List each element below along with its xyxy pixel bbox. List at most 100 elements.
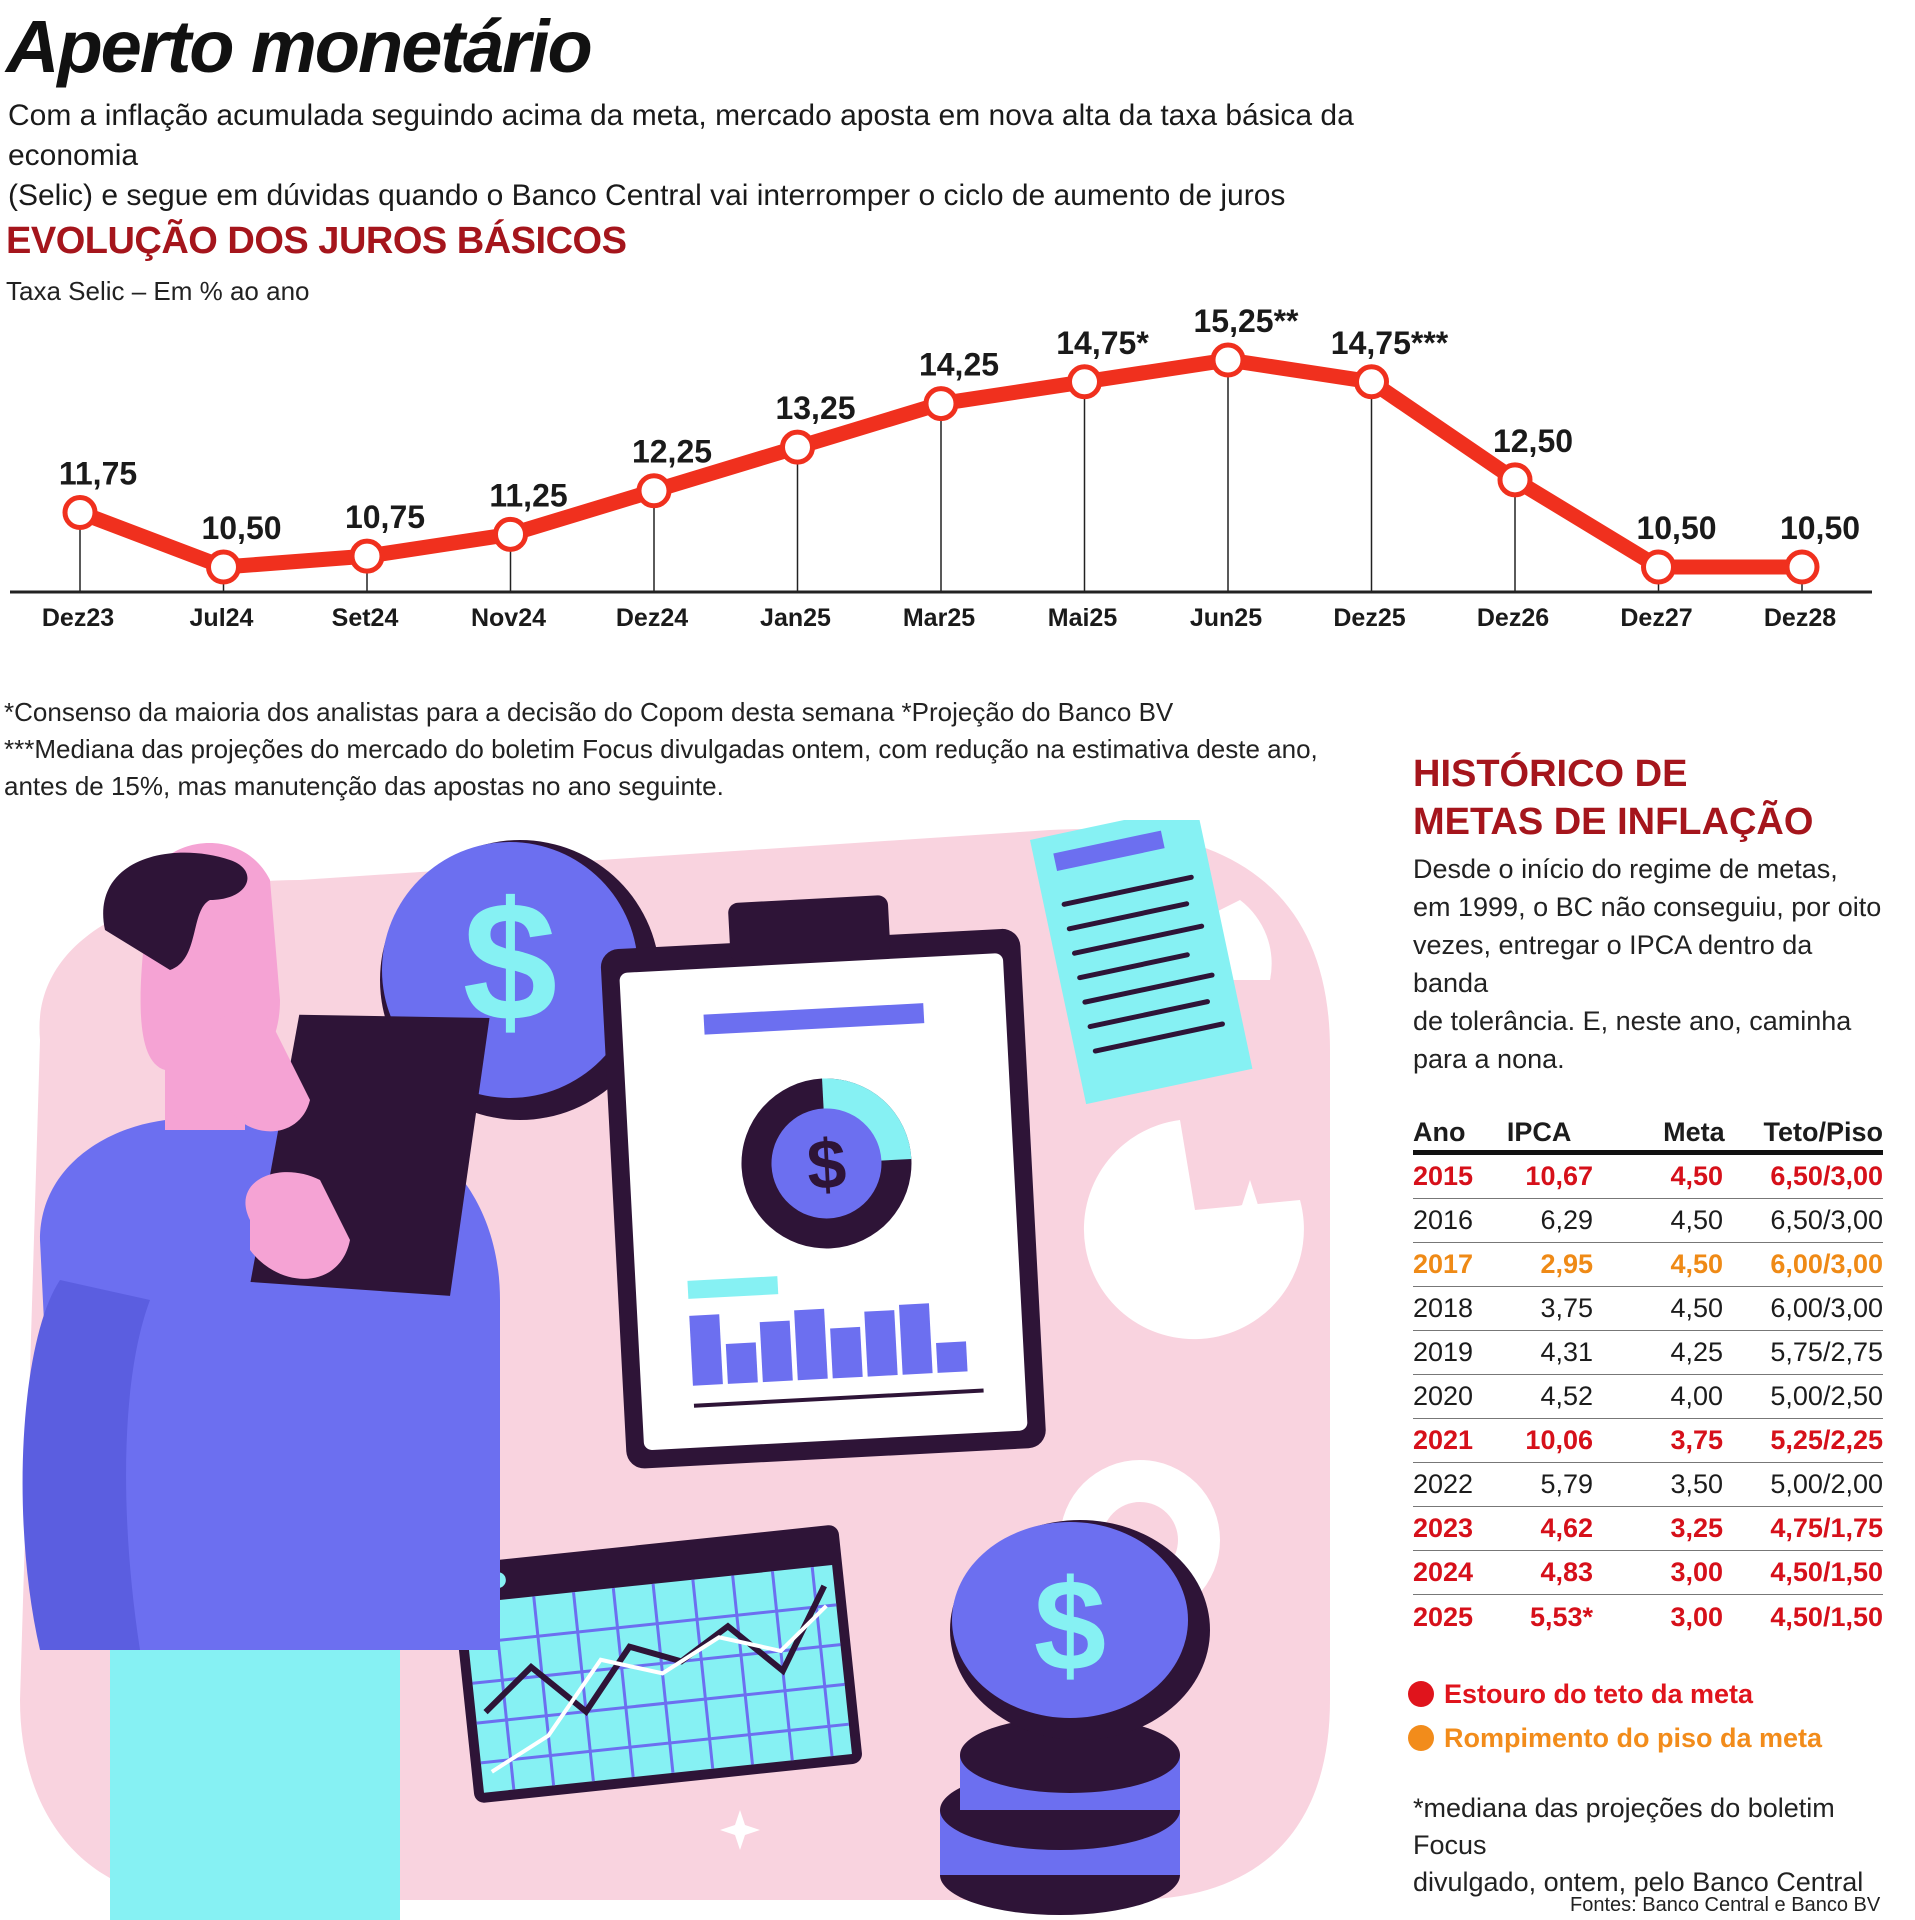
data-point xyxy=(62,495,98,531)
x-tick-label: Dez24 xyxy=(616,604,688,632)
table-footnote-line: divulgado, ontem, pelo Banco Central xyxy=(1413,1867,1864,1897)
table-cell: 2022 xyxy=(1413,1469,1474,1499)
data-point xyxy=(636,473,672,509)
table-cell: 10,67 xyxy=(1525,1161,1593,1191)
data-label: 11,25 xyxy=(489,477,567,513)
x-tick-label: Set24 xyxy=(332,604,399,632)
history-description: Desde o início do regime de metas, em 19… xyxy=(1413,850,1893,1078)
table-footnote: *mediana das projeções do boletim Focus … xyxy=(1413,1790,1903,1901)
table-cell: 4,25 xyxy=(1670,1337,1723,1367)
finance-illustration: $ $ $ xyxy=(20,820,1330,1920)
table-cell: 2020 xyxy=(1413,1381,1474,1411)
history-desc-line: de tolerância. E, neste ano, caminha xyxy=(1413,1006,1852,1036)
table-row: 2018 3,75 4,50 6,00/3,00 xyxy=(1413,1287,1883,1331)
table-cell: 4,62 xyxy=(1540,1513,1593,1543)
x-tick-label: Mai25 xyxy=(1048,604,1118,632)
data-point xyxy=(1497,462,1533,498)
table-row: 2020 4,52 4,00 5,00/2,50 xyxy=(1413,1375,1883,1419)
table-cell: 2,95 xyxy=(1540,1249,1593,1279)
deck-line: Com a inflação acumulada seguindo acima … xyxy=(8,99,1354,172)
deck-line: (Selic) e segue em dúvidas quando o Banc… xyxy=(8,179,1286,212)
table-cell: 3,25 xyxy=(1670,1513,1723,1543)
x-tick-label: Jun25 xyxy=(1190,604,1262,632)
history-desc-line: para a nona. xyxy=(1413,1044,1565,1074)
x-tick-label: Dez26 xyxy=(1477,604,1549,632)
table-cell: 2024 xyxy=(1413,1557,1474,1587)
table-cell: 6,29 xyxy=(1540,1205,1593,1235)
table-cell: 5,25/2,25 xyxy=(1770,1425,1883,1455)
table-cell: 3,75 xyxy=(1540,1293,1593,1323)
person-thinking-icon xyxy=(22,842,500,1920)
selic-title: EVOLUÇÃO DOS JUROS BÁSICOS xyxy=(6,220,627,262)
history-desc-line: vezes, entregar o IPCA dentro da banda xyxy=(1413,930,1813,998)
data-point xyxy=(493,516,528,552)
table-row: 2025 5,53* 3,00 4,50/1,50 xyxy=(1413,1595,1883,1639)
table-cell: 2021 xyxy=(1413,1425,1474,1455)
table-cell: 3,75 xyxy=(1670,1425,1723,1455)
x-tick-label: Dez28 xyxy=(1764,604,1836,632)
table-row: 2024 4,83 3,00 4,50/1,50 xyxy=(1413,1551,1883,1595)
legend-dot-icon xyxy=(1408,1725,1434,1751)
selic-line-chart: 11,75 Dez23 10,50 Jul24 10,75 Set24 11,25 Nov24… xyxy=(10,303,1872,632)
history-title-line: METAS DE INFLAÇÃO xyxy=(1413,801,1814,843)
table-row: 2021 10,06 3,75 5,25/2,25 xyxy=(1413,1419,1883,1463)
data-point xyxy=(1210,342,1246,378)
footnote-line: ***Mediana das projeções do mercado do b… xyxy=(4,734,1318,764)
inflation-targets-table: Ano IPCA Meta Teto/Piso 2015 10,67 4,50 6,5… xyxy=(1413,1115,1883,1639)
legend-label: Estouro do teto da meta xyxy=(1444,1678,1754,1709)
selic-subtitle: Taxa Selic – Em % ao ano xyxy=(6,276,310,306)
table-cell: 4,50 xyxy=(1670,1205,1723,1235)
table-cell: 3,50 xyxy=(1670,1469,1723,1499)
svg-text:$: $ xyxy=(1034,1552,1106,1698)
data-label: 13,25 xyxy=(775,390,855,426)
table-cell: 4,50 xyxy=(1670,1293,1723,1323)
clipboard-report-icon: $ xyxy=(600,895,1046,1469)
table-cell: 4,50/1,50 xyxy=(1770,1557,1883,1587)
data-label: 14,75*** xyxy=(1331,325,1449,361)
table-cell: 4,31 xyxy=(1540,1337,1593,1367)
table-row: 2017 2,95 4,50 6,00/3,00 xyxy=(1413,1243,1883,1287)
table-cell: 6,50/3,00 xyxy=(1770,1161,1883,1191)
data-label: 12,25 xyxy=(632,434,712,470)
table-cell: 3,00 xyxy=(1670,1557,1723,1587)
footnote-line: *Consenso da maioria dos analistas para … xyxy=(4,697,1174,727)
table-cell: 5,79 xyxy=(1540,1469,1593,1499)
table-cell: 6,00/3,00 xyxy=(1770,1293,1883,1323)
data-label: 14,75* xyxy=(1056,325,1149,361)
table-header-row: Ano IPCA Meta Teto/Piso xyxy=(1413,1115,1883,1155)
table-cell: 3,00 xyxy=(1670,1601,1723,1632)
history-desc-line: Desde o início do regime de metas, xyxy=(1413,854,1838,884)
data-point xyxy=(1067,364,1102,400)
x-tick-label: Dez25 xyxy=(1333,604,1405,632)
table-cell: 2025 xyxy=(1413,1601,1474,1632)
data-point xyxy=(1784,549,1820,585)
history-desc-line: em 1999, o BC não conseguiu, por oito xyxy=(1413,892,1882,922)
deck: Com a inflação acumulada seguindo acima … xyxy=(8,96,1428,216)
history-title-line: HISTÓRICO DE xyxy=(1413,753,1688,795)
table-cell: 4,52 xyxy=(1540,1381,1593,1411)
data-point xyxy=(206,549,241,585)
source-credit: Fontes: Banco Central e Banco BV xyxy=(1570,1894,1881,1916)
column-header: Teto/Piso xyxy=(1763,1117,1883,1147)
table-row: 2023 4,62 3,25 4,75/1,75 xyxy=(1413,1507,1883,1551)
data-label: 14,25 xyxy=(919,347,999,383)
data-label: 10,50 xyxy=(1636,510,1716,546)
table-row: 2015 10,67 4,50 6,50/3,00 xyxy=(1413,1155,1883,1199)
column-header: Ano xyxy=(1413,1117,1466,1147)
table-legend: Estouro do teto da meta Rompimento do pis… xyxy=(1408,1672,1822,1760)
data-point xyxy=(923,386,959,422)
data-label: 12,50 xyxy=(1493,423,1573,459)
data-point xyxy=(349,538,385,574)
legend-label: Rompimento do piso da meta xyxy=(1444,1722,1823,1753)
table-cell: 10,06 xyxy=(1525,1425,1593,1455)
table-cell: 5,53* xyxy=(1529,1601,1593,1632)
column-header: Meta xyxy=(1663,1117,1725,1147)
legend-dot-icon xyxy=(1408,1681,1434,1707)
x-tick-label: Mar25 xyxy=(903,604,975,632)
table-row: 2019 4,31 4,25 5,75/2,75 xyxy=(1413,1331,1883,1375)
table-cell: 5,75/2,75 xyxy=(1770,1337,1883,1367)
x-tick-label: Dez23 xyxy=(42,604,114,632)
coin-stack-icon: $ xyxy=(940,1520,1210,1915)
x-tick-label: Jul24 xyxy=(190,604,254,632)
history-title: HISTÓRICO DE METAS DE INFLAÇÃO xyxy=(1413,750,1893,846)
